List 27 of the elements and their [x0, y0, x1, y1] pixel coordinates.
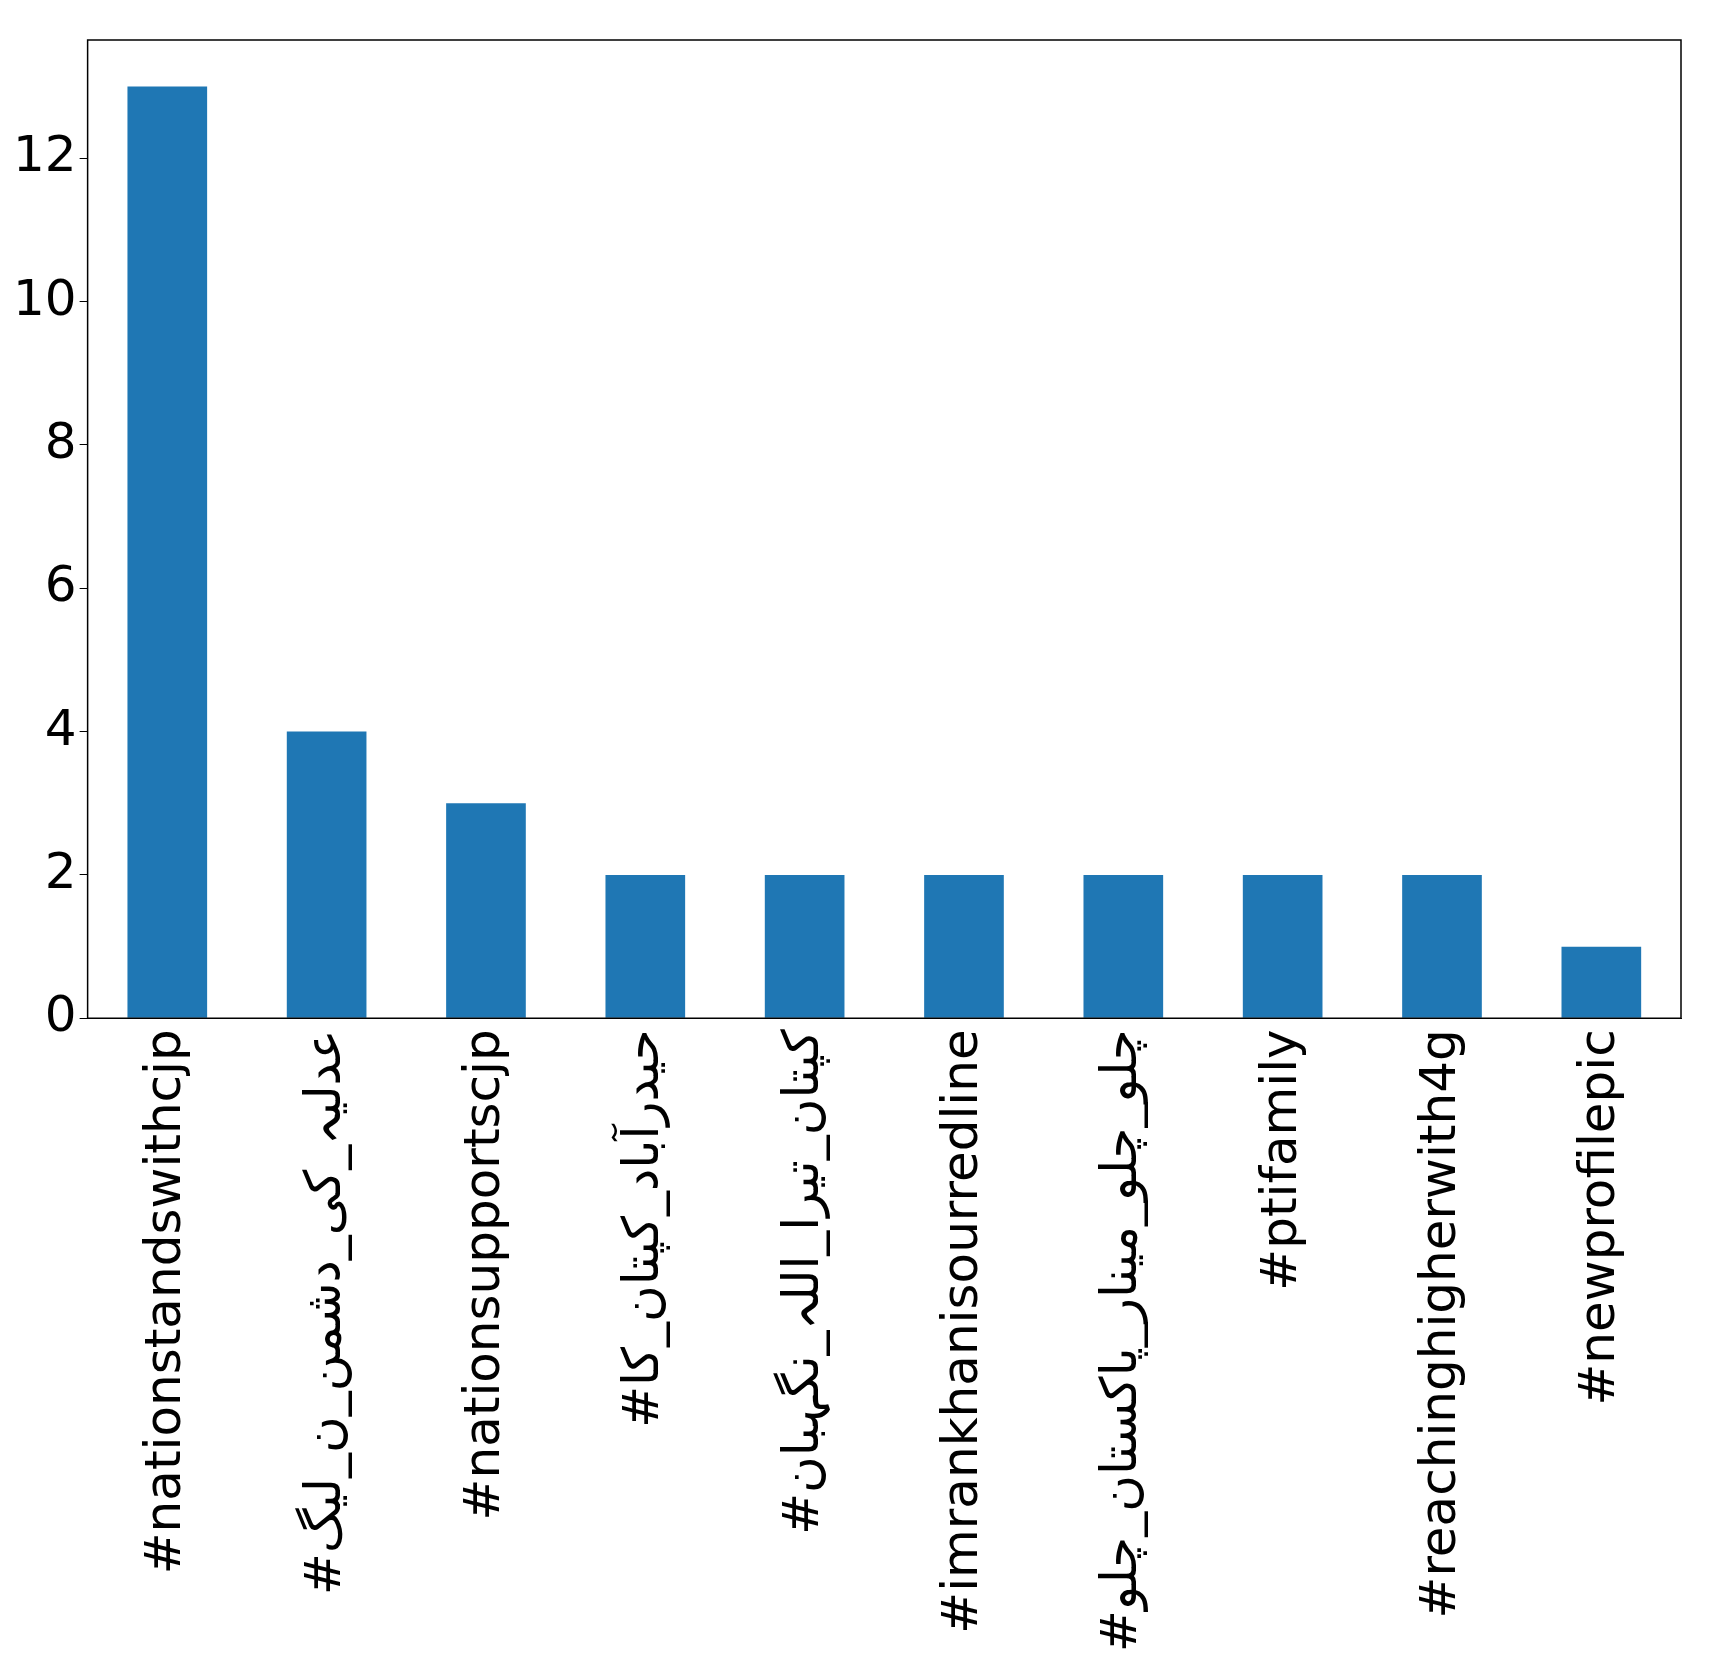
y-tick-label: 8: [44, 411, 77, 470]
x-tick-label: #reachinghigherwith4g: [1408, 1029, 1467, 1619]
y-tick-label: 2: [44, 841, 77, 900]
bar: [1083, 874, 1164, 1018]
x-tick-label: #عدلیہ_کی_دشمن_ن_لیگ: [293, 1029, 352, 1596]
bar: [1402, 874, 1482, 1018]
bar: [127, 86, 208, 1018]
x-tick-label: #ptifamily: [1249, 1029, 1308, 1291]
bar: [605, 874, 686, 1018]
x-tick-label: #چلو_چلو_مینار_پاکستان_چلو: [1090, 1029, 1149, 1653]
x-tick-label: #حیدرآباد_کپتان_کا: [611, 1029, 671, 1428]
y-tick-label: 6: [44, 555, 77, 614]
y-tick-label: 0: [44, 985, 77, 1044]
bar: [446, 803, 526, 1018]
x-tick-label: #imrankhanisourredline: [930, 1029, 989, 1634]
bar: [1242, 874, 1323, 1018]
bar: [764, 874, 845, 1018]
x-tick-label: #newprofilepic: [1568, 1029, 1627, 1406]
y-tick-label: 10: [13, 268, 77, 327]
x-tick-label: #کپتان_تیرا_اللہ_نگہبان: [771, 1029, 830, 1535]
y-tick-label: 12: [13, 125, 77, 184]
bar: [924, 874, 1004, 1018]
y-tick-label: 4: [44, 698, 77, 757]
x-tick-label: #nationsupportscjp: [452, 1029, 511, 1521]
bar: [1561, 946, 1642, 1018]
bar: [286, 731, 367, 1018]
x-tick-label: #nationstandswithcjp: [134, 1029, 193, 1575]
